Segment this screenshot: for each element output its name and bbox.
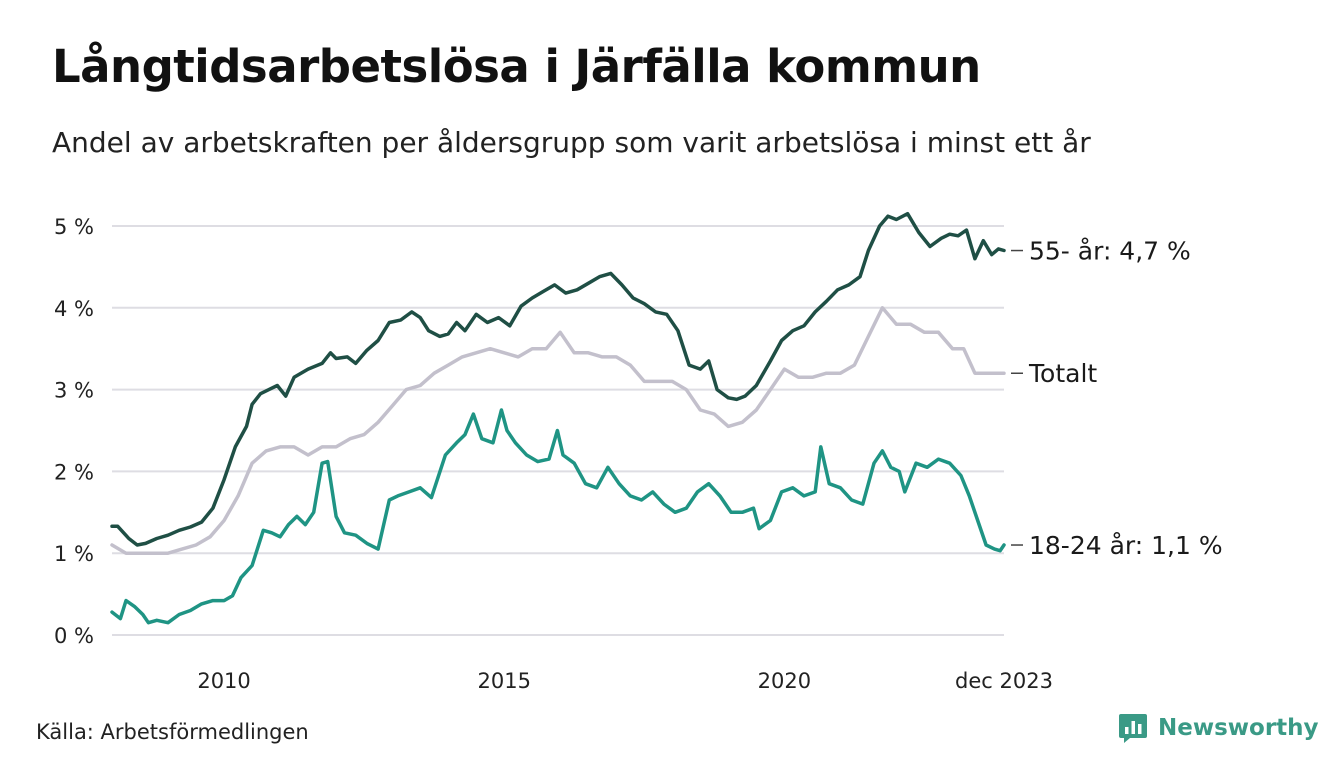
series-line xyxy=(110,408,1006,625)
x-tick-label: 2015 xyxy=(477,669,530,693)
series-end-label: 18-24 år: 1,1 % xyxy=(1029,531,1223,560)
chart-subtitle: Andel av arbetskraften per åldersgrupp s… xyxy=(52,126,1091,159)
y-tick-label: 5 % xyxy=(54,215,94,239)
series-line xyxy=(110,306,1006,555)
x-tick-label: 2020 xyxy=(758,669,811,693)
y-tick-label: 3 % xyxy=(54,379,94,403)
source-note: Källa: Arbetsförmedlingen xyxy=(36,720,309,744)
chart-title: Långtidsarbetslösa i Järfälla kommun xyxy=(52,40,981,93)
newsworthy-logo-icon xyxy=(1119,714,1147,743)
y-tick-label: 0 % xyxy=(54,624,94,648)
brand[interactable]: Newsworthy xyxy=(1118,712,1319,744)
x-tick-label: 2010 xyxy=(197,669,250,693)
series-line xyxy=(110,211,1006,547)
series-end-label: 55- år: 4,7 % xyxy=(1029,237,1191,266)
y-tick-label: 2 % xyxy=(54,460,94,484)
series-end-label: Totalt xyxy=(1028,359,1097,388)
y-tick-label: 1 % xyxy=(54,542,94,566)
y-tick-label: 4 % xyxy=(54,297,94,321)
line-chart: 0 % 1 % 2 % 3 % 4 % 5 % 2010 2015 2020 dec 2023 55… xyxy=(54,211,1223,693)
x-tick-label: dec 2023 xyxy=(955,669,1053,693)
brand-name: Newsworthy xyxy=(1158,715,1319,741)
